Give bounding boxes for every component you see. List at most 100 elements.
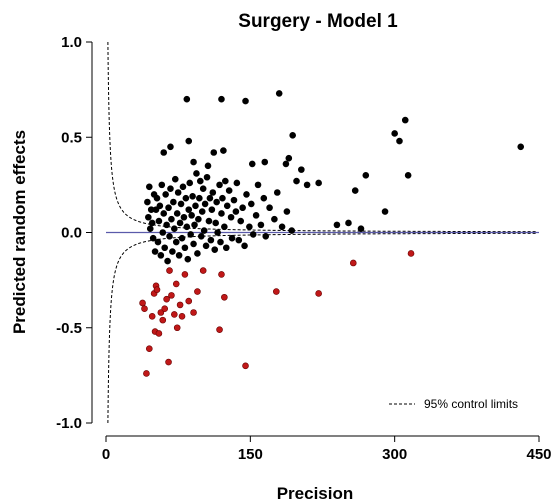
data-point: [233, 179, 241, 187]
data-point: [275, 90, 283, 97]
outlier-point: [165, 358, 172, 366]
data-point: [167, 185, 174, 192]
upper-control-limit: [107, 41, 538, 233]
data-point: [169, 248, 176, 255]
outlier-point: [163, 295, 170, 303]
data-point: [206, 194, 214, 202]
outlier-point: [171, 311, 178, 318]
outlier-point: [168, 292, 175, 299]
data-point: [165, 204, 172, 212]
data-point: [210, 149, 218, 156]
data-point: [190, 240, 197, 248]
data-point: [205, 217, 213, 225]
data-point: [188, 212, 195, 219]
data-point: [203, 173, 211, 181]
data-point: [164, 257, 171, 265]
data-point: [196, 177, 204, 185]
y-tick-label: -0.5: [56, 320, 82, 337]
data-point: [221, 223, 228, 231]
outlier-point: [155, 330, 163, 337]
data-point: [196, 194, 203, 202]
data-point: [401, 116, 409, 124]
data-point: [160, 210, 168, 217]
data-point: [225, 187, 233, 194]
data-point: [174, 189, 182, 196]
data-point: [218, 95, 225, 103]
y-tick-label: -1.0: [56, 415, 82, 432]
outlier-point: [141, 305, 148, 313]
data-point: [168, 215, 175, 223]
data-point: [216, 181, 223, 189]
outlier-point: [185, 297, 193, 305]
data-point: [201, 200, 209, 208]
data-point: [249, 231, 257, 238]
outlier-point: [176, 301, 184, 309]
data-point: [183, 95, 191, 103]
data-point: [170, 198, 177, 206]
data-point: [154, 238, 162, 246]
outlier-point: [315, 290, 322, 297]
data-point: [190, 158, 197, 166]
outlier-point: [216, 326, 223, 333]
data-point: [362, 172, 370, 179]
lower-control-limit: [107, 232, 538, 424]
data-point: [157, 252, 165, 259]
data-point: [144, 198, 151, 206]
data-point: [257, 221, 265, 229]
data-point: [171, 225, 178, 232]
data-point: [232, 208, 240, 215]
data-point: [146, 183, 153, 191]
outlier-point: [221, 293, 228, 301]
y-tick-label: 0.5: [61, 129, 82, 146]
data-point: [199, 185, 207, 192]
data-point: [198, 208, 206, 215]
x-axis-label: Precision: [277, 484, 354, 503]
data-point: [218, 210, 225, 217]
data-point: [315, 179, 322, 187]
data-point: [197, 233, 205, 240]
data-point: [161, 244, 168, 252]
data-point: [162, 191, 169, 198]
data-point: [193, 170, 200, 177]
data-point: [185, 137, 193, 145]
outlier-point: [161, 305, 168, 313]
data-point: [357, 225, 365, 232]
outlier-point: [407, 250, 415, 257]
data-point: [145, 213, 152, 221]
outlier-point: [181, 271, 189, 278]
data-point: [148, 219, 156, 227]
outlier-point: [159, 316, 167, 324]
data-point: [396, 137, 403, 145]
outlier-point: [194, 288, 201, 295]
data-point: [160, 149, 168, 156]
outlier-point: [153, 286, 161, 293]
data-point: [163, 221, 170, 229]
outlier-point: [273, 288, 280, 295]
data-point: [278, 223, 286, 231]
outlier-point: [139, 299, 146, 307]
data-point: [184, 255, 192, 263]
data-point: [242, 97, 249, 105]
data-point: [289, 132, 296, 139]
data-point: [159, 229, 167, 236]
data-point: [167, 143, 174, 151]
data-point: [153, 194, 161, 202]
data-point: [209, 189, 217, 196]
data-point: [158, 181, 166, 189]
outlier-point: [148, 313, 156, 320]
data-point: [298, 166, 305, 173]
data-point: [222, 244, 230, 252]
outlier-point: [349, 259, 357, 267]
data-point: [219, 194, 226, 202]
data-point: [176, 219, 184, 227]
outlier-point: [146, 345, 153, 353]
data-point: [254, 181, 262, 189]
data-point: [243, 191, 250, 198]
data-point: [175, 252, 183, 259]
data-point: [246, 223, 253, 231]
outlier-point: [173, 324, 181, 332]
x-tick-label: 450: [526, 446, 551, 463]
data-point: [146, 225, 154, 232]
data-point: [166, 233, 173, 240]
y-axis-label: Predicted random effects: [10, 130, 29, 334]
